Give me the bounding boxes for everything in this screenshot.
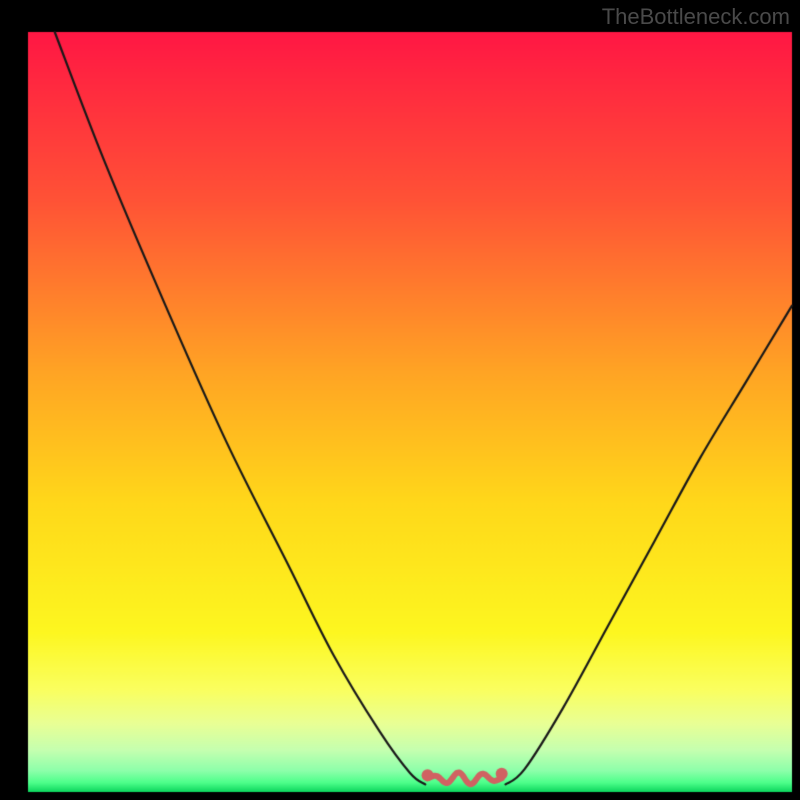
attribution-text: TheBottleneck.com	[602, 4, 790, 30]
bottleneck-v-curve-chart	[0, 0, 800, 800]
chart-container: TheBottleneck.com	[0, 0, 800, 800]
